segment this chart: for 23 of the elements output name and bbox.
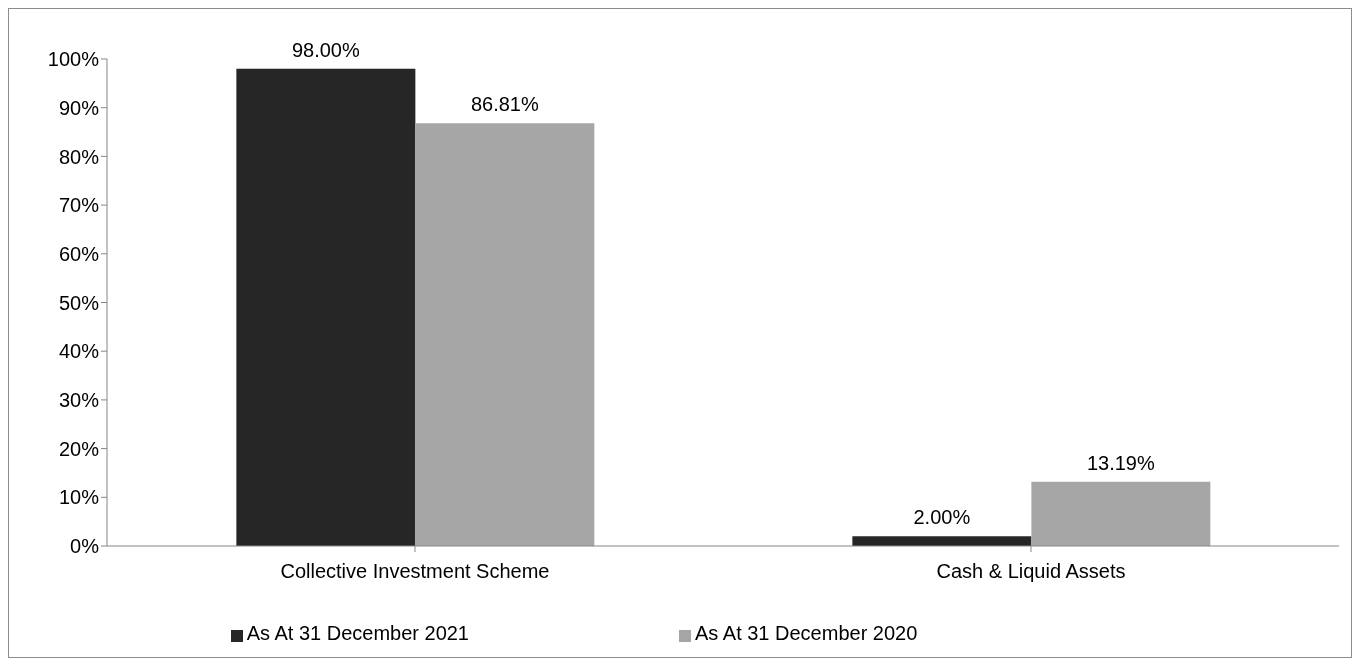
y-tick-label: 10% (58, 486, 100, 509)
y-tick-label: 50% (58, 291, 100, 314)
legend-label: As At 31 December 2021 (246, 622, 469, 644)
y-tick-label: 80% (58, 145, 100, 168)
bar (1031, 481, 1211, 546)
bar (236, 68, 416, 546)
bar (415, 123, 595, 546)
y-tick-label: 40% (58, 340, 100, 363)
data-label: 13.19% (1086, 451, 1155, 474)
y-tick-label: 90% (58, 96, 100, 119)
data-label: 2.00% (913, 506, 971, 529)
y-tick-label: 0% (70, 535, 100, 558)
y-tick-label: 100% (47, 48, 100, 71)
y-tick-label: 60% (58, 242, 100, 265)
legend-label: As At 31 December 2020 (695, 622, 918, 644)
x-tick-label: Cash & Liquid Assets (936, 560, 1126, 583)
y-tick-label: 30% (58, 389, 100, 411)
data-label: 86.81% (470, 93, 539, 116)
data-label: 98.00% (291, 38, 360, 61)
x-tick-label: Collective Investment Scheme (280, 560, 550, 583)
y-tick-label: 20% (58, 437, 100, 460)
y-tick-label: 70% (58, 194, 100, 217)
bar (852, 536, 1032, 546)
